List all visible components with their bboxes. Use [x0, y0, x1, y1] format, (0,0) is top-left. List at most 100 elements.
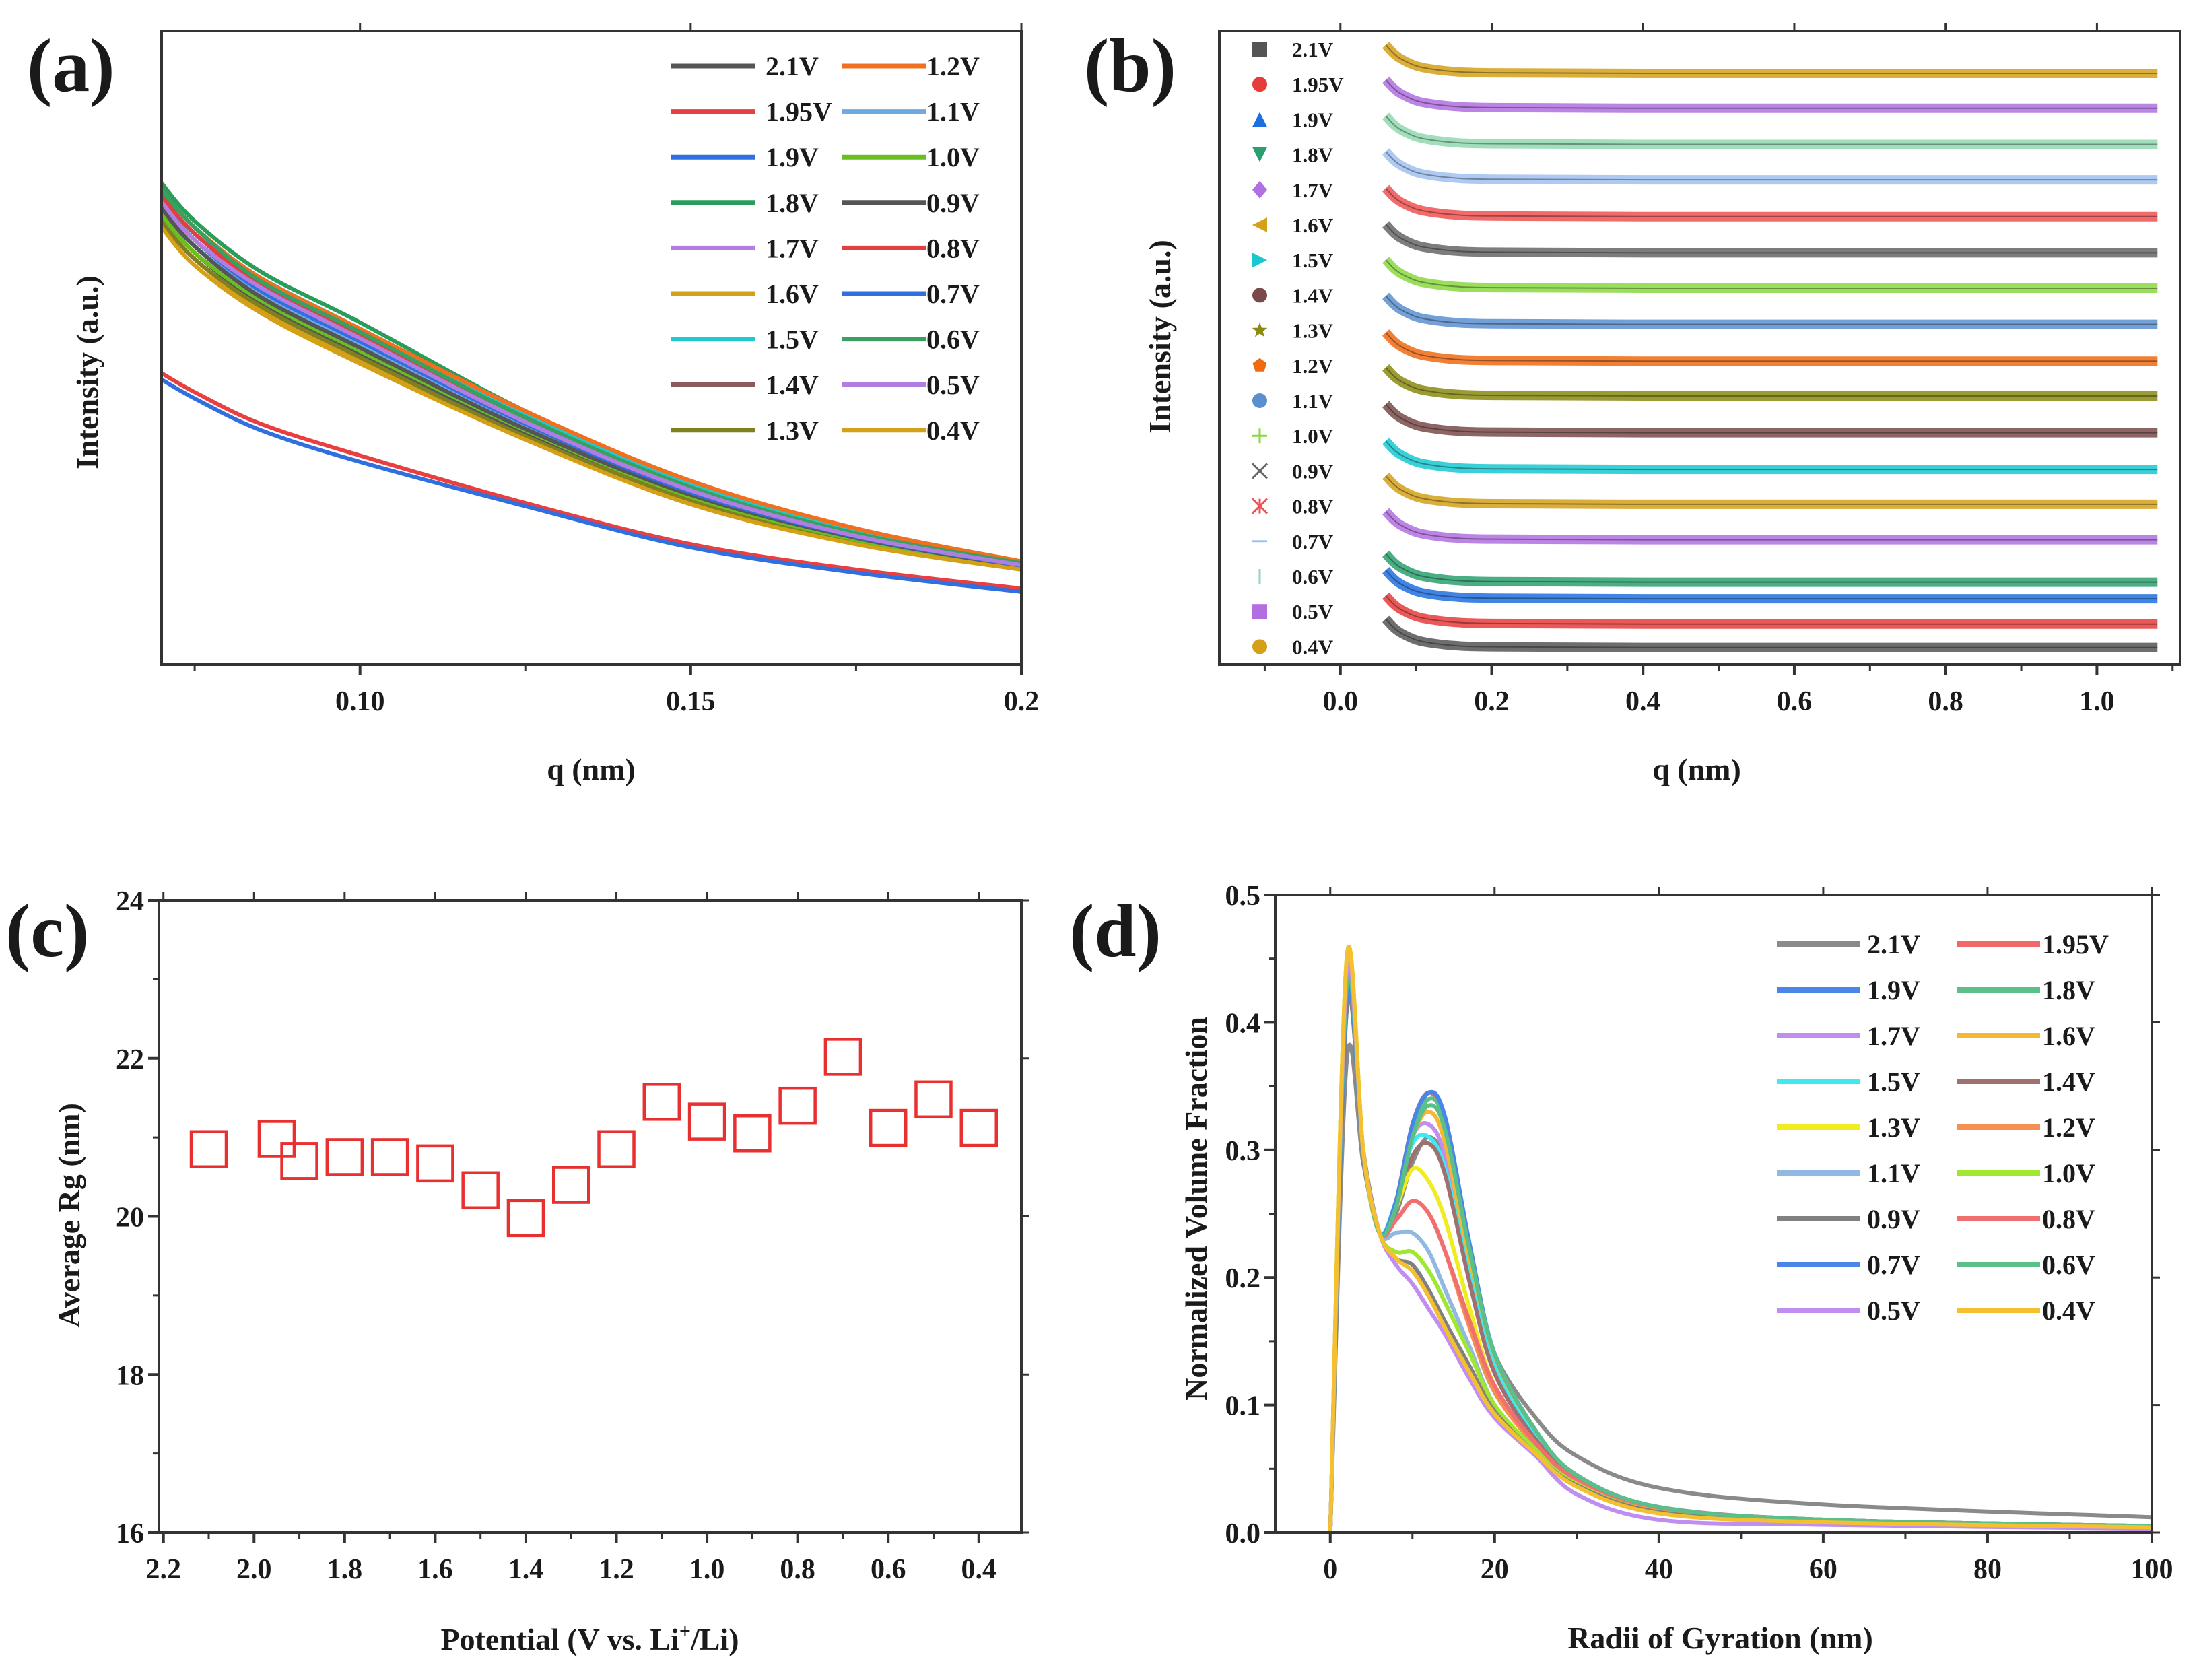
- data-point: [687, 1102, 726, 1141]
- series-line-1.0V: [1382, 256, 2158, 294]
- panel-c: (c) 2.2 2.0 1.8 1.6 1.4 1.2 1.0 0.8 0.6 0.4 16 18 20…: [5, 886, 1029, 1656]
- series-line-1.95V: [162, 371, 1021, 591]
- legend-label-1.2V: 1.2V: [926, 51, 980, 81]
- legend-label-1.9V: 1.9V: [1292, 108, 1334, 131]
- legend-label-0.5V: 0.5V: [1867, 1296, 1920, 1326]
- series-line-1.95V: [1382, 592, 2158, 629]
- series-line-1.8V: [1382, 550, 2158, 587]
- legend-label-1.8V: 1.8V: [766, 188, 819, 218]
- legend-marker-triangle-left-icon: [1252, 217, 1267, 232]
- data-point: [597, 1130, 636, 1168]
- series-line-1.5V: [1382, 438, 2158, 475]
- x-tick-label: 0: [1323, 1554, 1337, 1585]
- legend-label-0.4V: 0.4V: [1292, 635, 1334, 659]
- y-axis-title-b: Intensity (a.u.): [1143, 240, 1177, 434]
- legend-marker-plus-icon: [1252, 428, 1267, 444]
- data-point: [959, 1108, 999, 1147]
- legend-label-1.95V: 1.95V: [2042, 929, 2109, 960]
- series-core-0.5V: [1385, 79, 2158, 109]
- x-tick-label: 1.0: [2079, 686, 2115, 717]
- legend-label-1.8V: 1.8V: [1292, 143, 1334, 167]
- y-tick-label: 0.0: [1225, 1518, 1261, 1549]
- x-tick-label: 0.15: [666, 686, 716, 717]
- legend-marker-cross-icon: [1251, 463, 1268, 479]
- y-tick-label: 0.4: [1225, 1008, 1261, 1039]
- y-tick-label: 22: [116, 1044, 144, 1075]
- series-core-1.8V: [1385, 553, 2158, 583]
- series-line-1.9V: [162, 377, 1021, 594]
- series-core-2.1V: [1385, 618, 2158, 648]
- legend-label-2.1V: 2.1V: [1292, 38, 1334, 61]
- legend-label-1.1V: 1.1V: [1867, 1158, 1920, 1188]
- data-point: [280, 1142, 318, 1180]
- legend-label-1.95V: 1.95V: [766, 97, 832, 127]
- series-line-0.5V: [1382, 76, 2158, 113]
- x-tick-label: 0.8: [1928, 686, 1963, 717]
- legend-label-0.7V: 0.7V: [1867, 1250, 1920, 1280]
- series-line-1.7V: [1382, 508, 2158, 545]
- data-point: [823, 1038, 862, 1076]
- data-point: [325, 1138, 364, 1176]
- legend-label-1.9V: 1.9V: [766, 142, 819, 172]
- legend-label-1.1V: 1.1V: [1292, 389, 1334, 413]
- legend-marker-diamond-icon: [1252, 180, 1267, 199]
- legend-label-1.3V: 1.3V: [1867, 1112, 1920, 1143]
- x-tick-label: 0.6: [871, 1554, 906, 1585]
- series-line-1.1V: [1382, 292, 2158, 329]
- x-tick-label: 0.4: [961, 1554, 997, 1585]
- legend-label-1.95V: 1.95V: [1292, 73, 1344, 96]
- legend-label-1.1V: 1.1V: [926, 97, 980, 127]
- panel-a: (a) 0.10 0.15 0.2 2.1V 1.95V 1.9V 1.8V 1.7V 1.6V…: [27, 23, 1039, 786]
- legend-label-1.2V: 1.2V: [1292, 354, 1334, 378]
- series-core-1.3V: [1385, 366, 2158, 397]
- x-tick-label: 40: [1645, 1554, 1673, 1585]
- y-tick-label: 20: [116, 1203, 144, 1234]
- series-line-0.4V: [162, 226, 1021, 572]
- series-core-1.0V: [1385, 259, 2158, 290]
- legend-marker-pentagon-icon: [1252, 358, 1267, 372]
- panel-label-d: (d): [1069, 889, 1161, 973]
- legend-label-0.5V: 0.5V: [1292, 600, 1334, 624]
- legend-label-1.0V: 1.0V: [1292, 424, 1334, 448]
- x-axis-title-c: Potential (V vs. Li+/Li): [440, 1620, 739, 1656]
- x-tick-label: 80: [1973, 1554, 2002, 1585]
- series-core-1.5V: [1385, 440, 2158, 471]
- legend-label-0.7V: 0.7V: [926, 279, 980, 309]
- legend-label-1.6V: 1.6V: [2042, 1021, 2095, 1051]
- series-core-0.6V: [1385, 115, 2158, 145]
- legend-label-1.2V: 1.2V: [2042, 1112, 2095, 1143]
- y-tick-label: 24: [116, 886, 144, 917]
- x-axis-title-d: Radii of Gyration (nm): [1567, 1621, 1873, 1655]
- axes-frame-a: [160, 30, 1023, 666]
- plot-area-c: 2.2 2.0 1.8 1.6 1.4 1.2 1.0 0.8 0.6 0.4 16 18 20 22 24: [116, 886, 1029, 1585]
- x-tick-label: 0.6: [1777, 686, 1813, 717]
- data-point: [257, 1120, 296, 1158]
- series-core-0.9V: [1385, 224, 2158, 254]
- series-core-1.6V: [1385, 475, 2158, 505]
- legend-marker-square-icon: [1252, 42, 1267, 57]
- x-axis-title-c-sup: +: [679, 1620, 691, 1642]
- series-line-0.6V: [1382, 112, 2158, 149]
- series-line-1.6V: [1382, 472, 2158, 509]
- legend-marker-circle-icon: [1252, 393, 1267, 408]
- legend-label-0.8V: 0.8V: [926, 233, 980, 263]
- series-group-a: [162, 181, 1021, 594]
- x-tick-label: 1.2: [599, 1554, 634, 1585]
- legend-marker-circle-icon: [1252, 77, 1267, 92]
- axes-frame-d: [1274, 894, 2153, 1534]
- legend-marker-square-icon: [1252, 604, 1267, 619]
- x-tick-label: 2.0: [236, 1554, 272, 1585]
- x-tick-label: 100: [2131, 1554, 2173, 1585]
- x-axis-title-a: q (nm): [547, 752, 636, 786]
- x-tick-label: 1.0: [689, 1554, 725, 1585]
- series-line-1.2V: [1382, 329, 2158, 366]
- data-point: [416, 1144, 454, 1183]
- panel-label-c: (c): [5, 889, 89, 973]
- series-core-0.8V: [1385, 187, 2158, 217]
- y-tick-label: 18: [116, 1360, 144, 1391]
- legend-label-1.7V: 1.7V: [766, 233, 819, 263]
- legend-label-0.6V: 0.6V: [926, 325, 980, 355]
- legend-label-0.9V: 0.9V: [926, 188, 980, 218]
- legend-label-0.4V: 0.4V: [2042, 1296, 2095, 1326]
